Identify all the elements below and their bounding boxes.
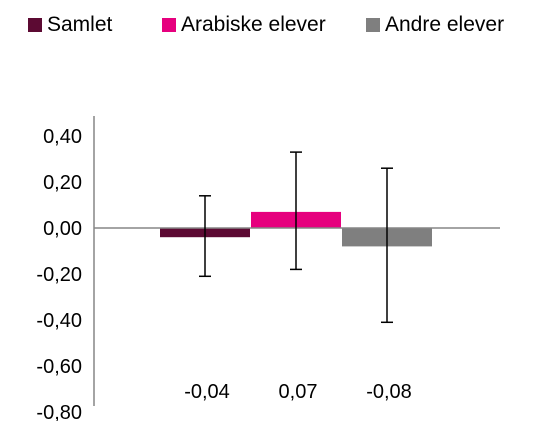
legend: Samlet Arabiske elever Andre elever (0, 10, 540, 40)
legend-swatch-arabiske-elever (162, 18, 176, 32)
y-tick-label: 0,40 (43, 126, 82, 148)
data-label-samlet: -0,04 (184, 381, 230, 403)
legend-label-arabiske-elever: Arabiske elever (181, 13, 326, 36)
legend-item-andre-elever: Andre elever (366, 10, 504, 40)
legend-item-samlet: Samlet (28, 10, 112, 40)
legend-swatch-andre-elever (366, 18, 380, 32)
y-tick-label: -0,80 (36, 402, 82, 421)
legend-swatch-samlet (28, 18, 42, 32)
legend-label-samlet: Samlet (47, 13, 113, 36)
legend-item-arabiske-elever: Arabiske elever (162, 10, 326, 40)
data-label-andre-elever: -0,08 (366, 381, 412, 403)
y-tick-label: 0,20 (43, 172, 82, 194)
y-tick-label: -0,20 (36, 264, 82, 286)
y-tick-label: -0,60 (36, 356, 82, 378)
legend-label-andre-elever: Andre elever (385, 13, 505, 36)
y-tick-label: -0,40 (36, 310, 82, 332)
y-tick-label: 0,00 (43, 218, 82, 240)
data-label-arabiske-elever: 0,07 (279, 381, 318, 403)
